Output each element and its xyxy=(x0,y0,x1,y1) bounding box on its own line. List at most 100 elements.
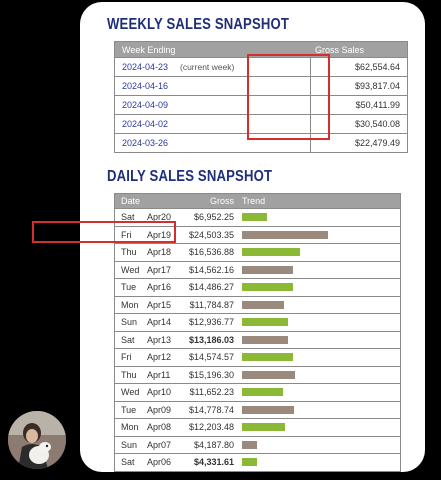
week-ending-date[interactable]: 2024-04-09 xyxy=(122,100,169,110)
daily-row: Thu Apr18 $16,536.88 xyxy=(115,243,400,261)
day-of-week: Wed xyxy=(121,387,140,398)
trend-bar xyxy=(242,283,293,291)
header-trend: Trend xyxy=(242,196,266,206)
trend-bar xyxy=(242,388,283,396)
day-date: Apr20 xyxy=(147,212,172,223)
daily-row: Sat Apr13 $13,186.03 xyxy=(115,330,400,349)
trend-bar xyxy=(242,458,257,466)
daily-row: Sat Apr06 $4,331.61 xyxy=(115,453,400,471)
trend-cell xyxy=(242,227,400,244)
header-week-ending: Week Ending xyxy=(122,44,176,55)
daily-row: Fri Apr12 $14,574.57 xyxy=(115,348,400,366)
day-gross: $6,952.25 xyxy=(193,212,234,223)
day-of-week: Fri xyxy=(121,352,132,363)
day-of-week: Thu xyxy=(121,247,137,258)
trend-cell xyxy=(242,402,400,419)
week-ending-date[interactable]: 2024-04-16 xyxy=(122,81,169,91)
trend-cell xyxy=(242,279,400,296)
trend-cell xyxy=(242,384,400,401)
daily-row: Wed Apr10 $11,652.23 xyxy=(115,383,400,401)
day-date: Apr13 xyxy=(147,334,172,345)
day-date: Apr16 xyxy=(147,282,172,293)
weekly-title: WEEKLY SALES SNAPSHOT xyxy=(107,16,290,33)
week-ending-date[interactable]: 2024-04-23 xyxy=(122,62,169,72)
trend-cell xyxy=(242,262,400,279)
day-of-week: Tue xyxy=(121,404,137,415)
day-of-week: Tue xyxy=(121,282,137,293)
day-of-week: Thu xyxy=(121,369,137,380)
sales-card: WEEKLY SALES SNAPSHOT Week Ending Gross … xyxy=(80,2,425,472)
day-of-week: Mon xyxy=(121,422,139,433)
week-ending-date[interactable]: 2024-04-02 xyxy=(122,119,169,129)
trend-cell xyxy=(242,244,400,261)
day-gross: $13,186.03 xyxy=(188,334,234,345)
daily-row: Sat Apr20 $6,952.25 xyxy=(115,208,400,226)
trend-bar xyxy=(242,370,295,379)
day-of-week: Fri xyxy=(121,229,132,240)
day-gross: $12,203.48 xyxy=(188,422,234,433)
daily-table: Date Gross Trend Sat Apr20 $6,952.25 Fri Apr… xyxy=(114,193,401,472)
day-gross: $11,652.23 xyxy=(189,387,234,398)
weekly-row: 2024-04-09 $50,411.99 xyxy=(115,95,407,114)
trend-cell xyxy=(242,419,400,436)
day-date: Apr17 xyxy=(147,264,172,275)
trend-cell xyxy=(242,454,400,471)
day-date: Apr14 xyxy=(147,317,172,328)
daily-row: Tue Apr09 $14,778.74 xyxy=(115,400,400,419)
day-of-week: Mon xyxy=(121,299,139,310)
gross-sales-value: $50,411.99 xyxy=(355,100,400,110)
avatar-photo-icon xyxy=(8,411,66,469)
trend-cell xyxy=(242,437,400,454)
weekly-row: 2024-04-23 (current week) $62,554.64 xyxy=(115,57,407,76)
week-ending-date[interactable]: 2024-03-26 xyxy=(122,138,169,148)
daily-row: Wed Apr17 $14,562.16 xyxy=(115,260,400,279)
day-date: Apr12 xyxy=(147,352,172,363)
gross-sales-value: $62,554.64 xyxy=(354,62,400,72)
weekly-table-header: Week Ending Gross Sales xyxy=(115,42,407,57)
day-gross: $14,778.74 xyxy=(188,404,234,415)
day-gross: $4,331.61 xyxy=(193,457,234,468)
trend-bar xyxy=(242,248,300,256)
weekly-row: 2024-04-02 $30,540.08 xyxy=(115,114,407,133)
daily-row: Fri Apr19 $24,503.35 xyxy=(115,225,400,244)
day-date: Apr06 xyxy=(147,457,172,468)
weekly-values-highlight xyxy=(247,54,330,140)
header-gross-sales: Gross Sales xyxy=(315,44,365,55)
day-of-week: Sat xyxy=(121,334,135,345)
daily-row: Sun Apr07 $4,187.80 xyxy=(115,435,400,454)
trend-bar xyxy=(242,318,288,326)
day-gross: $11,784.87 xyxy=(189,299,234,310)
day-gross: $14,574.57 xyxy=(188,352,234,363)
day-gross: $16,536.88 xyxy=(188,247,234,258)
day-of-week: Sat xyxy=(121,457,135,468)
header-date: Date xyxy=(121,196,141,206)
trend-cell xyxy=(242,332,400,349)
avatar[interactable] xyxy=(8,411,66,469)
day-date: Apr10 xyxy=(147,387,172,398)
weekly-row: 2024-04-16 $93,817.04 xyxy=(115,76,407,95)
day-gross: $14,562.16 xyxy=(188,264,234,275)
trend-bar xyxy=(242,423,285,431)
daily-table-header: Date Gross Trend xyxy=(115,194,400,208)
trend-bar xyxy=(242,440,257,449)
trend-bar xyxy=(242,265,293,274)
day-gross: $24,503.35 xyxy=(188,229,234,240)
day-of-week: Wed xyxy=(121,264,140,275)
day-gross: $14,486.27 xyxy=(188,282,234,293)
daily-row: Thu Apr11 $15,196.30 xyxy=(115,365,400,384)
day-date: Apr08 xyxy=(147,422,172,433)
day-of-week: Sun xyxy=(121,439,138,450)
daily-row: Mon Apr15 $11,784.87 xyxy=(115,295,400,314)
day-date: Apr11 xyxy=(147,369,171,380)
trend-cell xyxy=(242,349,400,366)
trend-bar xyxy=(242,213,267,221)
gross-sales-value: $30,540.08 xyxy=(354,119,400,129)
daily-row: Sun Apr14 $12,936.77 xyxy=(115,313,400,331)
gross-sales-value: $22,479.49 xyxy=(354,138,400,148)
day-date: Apr09 xyxy=(147,404,172,415)
daily-row: Mon Apr08 $12,203.48 xyxy=(115,418,400,436)
trend-bar xyxy=(242,300,284,309)
weekly-row: 2024-03-26 $22,479.49 xyxy=(115,133,407,152)
trend-cell xyxy=(242,297,400,314)
day-gross: $4,187.80 xyxy=(193,439,234,450)
